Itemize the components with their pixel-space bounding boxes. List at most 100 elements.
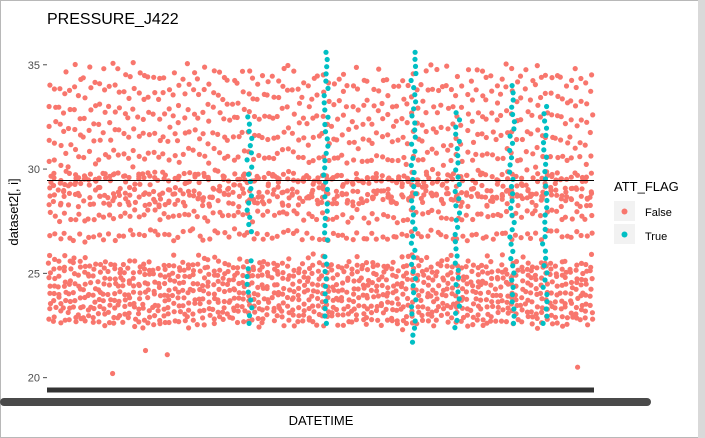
point-false <box>175 273 181 279</box>
point-false <box>354 86 361 92</box>
point-false <box>60 305 66 311</box>
point-false <box>279 105 285 111</box>
point-false <box>162 172 168 178</box>
point-false <box>564 315 571 321</box>
point-false <box>61 210 67 216</box>
point-false <box>122 190 128 196</box>
point-false <box>453 135 459 141</box>
point-false <box>553 271 559 277</box>
point-false <box>579 186 585 192</box>
point-false <box>497 91 504 97</box>
point-false <box>415 231 421 237</box>
point-false <box>80 287 86 293</box>
point-false <box>252 309 258 315</box>
point-false <box>371 294 377 300</box>
point-false <box>47 209 53 215</box>
point-false <box>349 271 355 277</box>
point-false <box>494 100 501 106</box>
point-false <box>195 196 201 202</box>
point-false <box>67 106 73 113</box>
point-false <box>316 155 322 161</box>
point-false <box>137 296 143 302</box>
point-false <box>234 303 240 309</box>
point-false <box>464 312 470 318</box>
point-false <box>534 63 540 69</box>
point-false <box>520 254 526 260</box>
point-false <box>296 100 303 106</box>
point-false <box>161 75 167 81</box>
point-false <box>379 173 385 179</box>
point-false <box>444 63 450 69</box>
point-false <box>190 147 196 153</box>
point-false <box>46 202 52 208</box>
point-false <box>480 269 486 275</box>
point-false <box>577 154 583 160</box>
point-false <box>400 217 406 223</box>
point-false <box>588 153 594 159</box>
point-false <box>340 183 346 189</box>
point-false <box>72 126 78 133</box>
point-false <box>470 185 477 192</box>
point-true <box>542 118 548 124</box>
point-false <box>80 315 86 321</box>
point-false <box>102 323 108 329</box>
point-false <box>279 308 285 314</box>
point-false <box>559 314 565 320</box>
point-false <box>146 191 152 197</box>
point-false <box>290 170 297 176</box>
point-false <box>102 275 108 281</box>
point-false <box>285 263 291 269</box>
point-false <box>122 111 128 117</box>
point-false <box>554 228 560 234</box>
point-false <box>344 200 350 206</box>
point-false <box>538 74 545 80</box>
point-false <box>465 91 471 98</box>
point-false <box>468 193 474 200</box>
point-false <box>493 318 499 324</box>
point-false <box>589 72 595 78</box>
point-false <box>206 299 212 305</box>
point-false <box>489 174 495 180</box>
point-false <box>528 193 534 199</box>
point-false <box>528 275 534 281</box>
point-false <box>162 319 168 326</box>
point-false <box>196 151 202 157</box>
point-false <box>58 320 64 326</box>
point-true <box>322 129 329 135</box>
point-false <box>548 192 555 198</box>
point-false <box>137 181 143 187</box>
point-true <box>322 194 328 200</box>
point-false <box>127 192 133 198</box>
point-false <box>200 296 206 302</box>
point-false <box>554 170 560 176</box>
point-true <box>507 133 513 139</box>
point-false <box>46 316 52 322</box>
point-false <box>429 269 435 275</box>
point-false <box>296 120 302 126</box>
point-false <box>365 191 371 198</box>
point-false <box>379 282 385 289</box>
point-false <box>385 132 391 138</box>
point-true <box>411 169 417 176</box>
point-false <box>171 238 177 244</box>
point-false <box>445 147 451 153</box>
point-false <box>568 234 574 240</box>
point-false <box>404 141 410 147</box>
point-false <box>165 138 171 144</box>
point-false <box>470 322 476 328</box>
horizontal-scrollbar[interactable] <box>0 398 651 406</box>
point-false <box>353 171 359 177</box>
point-true <box>543 306 549 312</box>
point-false <box>126 95 132 101</box>
point-false <box>378 322 384 328</box>
point-false <box>339 232 346 238</box>
point-false <box>515 267 521 273</box>
point-false <box>60 110 67 116</box>
point-false <box>51 298 57 304</box>
point-false <box>305 83 311 89</box>
point-false <box>51 182 57 189</box>
point-false <box>390 307 396 313</box>
point-false <box>385 93 391 99</box>
point-false <box>176 82 182 88</box>
point-false <box>172 286 178 292</box>
